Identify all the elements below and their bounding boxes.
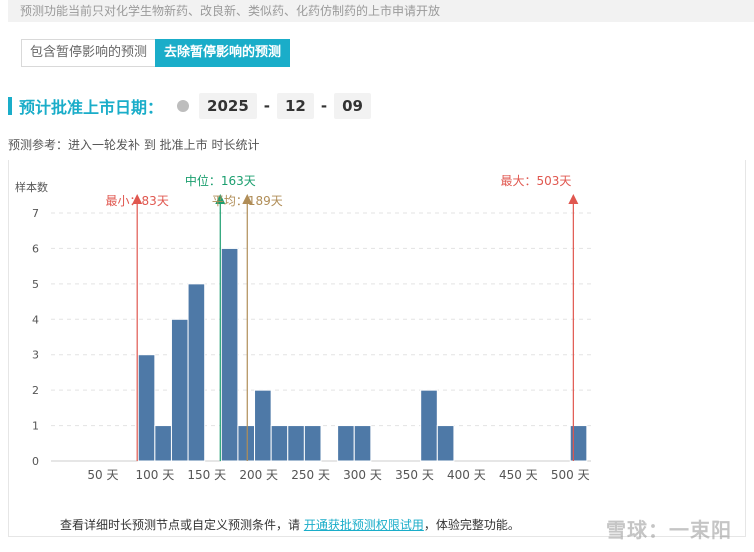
tab-exclude-pause[interactable]: 去除暂停影响的预测	[155, 39, 291, 67]
histogram-panel: 样本数 0 1 2 3 4 5 6 7 50 天 100 天 150 天 200 天 250 天 300 天…	[8, 160, 746, 537]
marker-label: 最大：503天	[500, 174, 571, 188]
x-tick-label: 300 天	[343, 468, 382, 482]
y-tick-label: 6	[32, 242, 39, 255]
histogram-bar	[170, 318, 189, 462]
marker-label: 平均：189天	[212, 194, 283, 208]
x-tick-label: 450 天	[499, 468, 538, 482]
histogram-bar	[154, 425, 172, 462]
histogram-bar	[436, 425, 455, 462]
y-tick-label: 7	[32, 207, 39, 220]
footer-note: 查看详细时长预测节点或自定义预测条件，请 开通获批预测权限试用，体验完整功能。	[60, 516, 520, 533]
notice-banner: 预测功能当前只对化学生物新药、改良新、类似药、化药仿制药的上市申请开放	[8, 0, 754, 22]
trial-permission-link[interactable]: 开通获批预测权限试用	[303, 518, 424, 532]
histogram-bar	[237, 425, 256, 462]
histogram-bar	[187, 283, 206, 462]
histogram-bar	[287, 425, 305, 462]
predicted-date-row: 预计批准上市日期： 2025 - 12 - 09	[8, 92, 371, 120]
marker-label: 中位：163天	[185, 173, 256, 188]
prediction-reference: 预测参考：进入一轮发补 到 批准上市 时长统计	[8, 138, 260, 152]
date-day: 09	[334, 93, 371, 119]
footer-suffix: ，体验完整功能。	[423, 518, 520, 532]
date-separator: -	[320, 97, 328, 115]
date-month: 12	[277, 93, 314, 119]
marker-arrow-icon	[215, 194, 226, 204]
tab-include-pause[interactable]: 包含暂停影响的预测	[21, 39, 156, 67]
y-tick-label: 0	[32, 455, 39, 468]
histogram-bar	[303, 425, 322, 462]
x-tick-label: 500 天	[551, 468, 590, 482]
marker-arrow-icon	[242, 194, 253, 204]
histogram-bar	[220, 247, 239, 462]
histogram-bar	[420, 389, 438, 462]
histogram-bar	[353, 425, 372, 462]
x-tick-label: 200 天	[239, 468, 278, 482]
watermark: 雪球：一束阳	[606, 518, 732, 542]
marker-arrow-icon	[132, 194, 143, 204]
prediction-tabs: 包含暂停影响的预测 去除暂停影响的预测	[21, 39, 291, 67]
section-accent-bar	[8, 97, 12, 115]
y-tick-label: 3	[32, 349, 39, 362]
x-tick-label: 400 天	[447, 468, 486, 482]
status-dot-icon	[177, 100, 190, 112]
x-tick-label: 150 天	[187, 468, 226, 482]
date-year: 2025	[199, 93, 257, 119]
histogram-bar	[270, 425, 289, 462]
marker-label: 最小：83天	[106, 194, 169, 208]
y-axis-title: 样本数	[15, 180, 48, 194]
marker-arrow-icon	[568, 194, 579, 204]
duration-histogram: 样本数 0 1 2 3 4 5 6 7 50 天 100 天 150 天 200 天 250 天 300 天…	[15, 173, 591, 482]
x-tick-label: 100 天	[135, 468, 174, 482]
histogram-bar	[254, 389, 272, 462]
y-tick-label: 5	[32, 278, 39, 291]
x-tick-label: 350 天	[395, 468, 434, 482]
x-tick-label: 50 天	[87, 468, 118, 482]
histogram-bar	[137, 354, 156, 462]
footer-prefix: 查看详细时长预测节点或自定义预测条件，请	[60, 518, 304, 532]
predicted-date-title: 预计批准上市日期：	[19, 98, 164, 117]
histogram-bar	[569, 425, 588, 462]
y-tick-label: 2	[32, 384, 39, 397]
y-tick-label: 1	[32, 420, 39, 433]
y-tick-label: 4	[32, 313, 39, 326]
histogram-bar	[337, 425, 355, 462]
x-tick-label: 250 天	[291, 468, 330, 482]
date-separator: -	[263, 97, 270, 115]
